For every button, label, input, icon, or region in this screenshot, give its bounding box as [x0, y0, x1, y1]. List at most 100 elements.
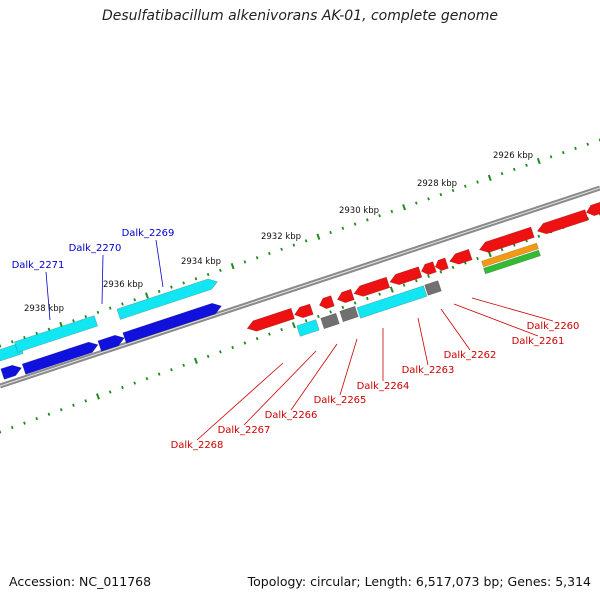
outer-tick-mark [72, 319, 75, 323]
backbone-highlight [0, 187, 600, 387]
outer-tick-mark [35, 331, 39, 336]
outer-tick-mark [182, 281, 185, 285]
reverse-leader-line [339, 338, 358, 396]
outer-tick-mark [353, 222, 357, 226]
inner-tick-mark [84, 399, 88, 403]
inner-tick-mark [402, 283, 406, 287]
outer-tick-mark [280, 247, 283, 251]
feature-labels: 2926 kbp 2928 kbp 2930 kbp 2932 kbp 2934 kbp… [12, 151, 580, 451]
gene-cyan [356, 285, 428, 319]
gene-reverse [246, 307, 295, 332]
scale-label: 2926 kbp [493, 151, 533, 161]
genome-backbone [0, 185, 600, 389]
accession-text: Accession: NC_011768 [9, 574, 152, 589]
reverse-gene-label: Dalk_2265 [314, 395, 367, 406]
reverse-leader-line [196, 362, 284, 441]
gene-reverse [434, 257, 449, 271]
gene-forward [122, 302, 222, 344]
outer-tick-mark [512, 167, 516, 172]
reverse-gene-label: Dalk_2260 [527, 321, 580, 332]
inner-tick-mark [389, 286, 394, 293]
gene-reverse [336, 288, 355, 304]
inner-tick-mark [157, 372, 161, 376]
outer-tick-mark [316, 233, 321, 240]
forward-leader-line [101, 254, 104, 305]
gene-cyan [296, 319, 320, 337]
inner-tick-mark [451, 265, 455, 270]
outer-tick-mark [121, 302, 124, 306]
outer-tick-mark [23, 335, 26, 340]
scale-label: 2938 kbp [24, 304, 64, 314]
outer-tick-mark [439, 193, 443, 197]
outer-tick-mark [476, 180, 479, 184]
gene-reverse [420, 261, 437, 276]
inner-tick-mark [255, 336, 259, 341]
inner-tick-mark [108, 390, 112, 394]
inner-tick-mark [537, 234, 541, 238]
outer-tick-mark [341, 226, 345, 230]
outer-tick-mark [500, 172, 504, 176]
outer-tick-mark [574, 146, 577, 151]
inner-tick-mark [280, 328, 283, 332]
inner-tick-mark [72, 403, 75, 407]
reverse-gene-label: Dalk_2262 [444, 350, 497, 361]
inner-tick-mark [219, 350, 222, 354]
reverse-leader-line [471, 297, 554, 322]
inner-tick-mark [243, 341, 247, 345]
outer-tick-mark [255, 256, 259, 260]
scale-label: 2928 kbp [417, 179, 457, 189]
outer-tick-mark [561, 150, 565, 155]
inner-tick-mark [366, 296, 369, 301]
gene-forward [21, 341, 99, 375]
gene-reverse [389, 266, 423, 286]
outer-tick-mark [133, 298, 136, 302]
outer-tick-mark [84, 314, 88, 319]
inner-tick-mark [329, 310, 332, 314]
reverse-gene-label: Dalk_2263 [402, 365, 455, 376]
outer-tick-mark [243, 260, 247, 264]
outer-tick-mark [549, 155, 553, 159]
gene-gray [320, 312, 340, 330]
inner-tick-mark [170, 368, 173, 372]
outer-tick-mark [206, 272, 210, 277]
reverse-leader-line [290, 343, 338, 411]
forward-gene-label: Dalk_2269 [122, 228, 175, 239]
reverse-leader-line [243, 350, 317, 426]
scale-label: 2936 kbp [103, 280, 143, 290]
outer-tick-mark [402, 204, 407, 211]
inner-tick-mark [182, 363, 185, 367]
inner-tick-mark [23, 421, 26, 425]
outer-tick-mark [464, 184, 467, 188]
inner-tick-mark [95, 393, 100, 400]
outer-tick-mark [427, 197, 430, 201]
inner-tick-mark [193, 357, 198, 364]
gene-features [0, 201, 600, 380]
reverse-gene-label: Dalk_2266 [265, 410, 318, 421]
outer-tick-mark [378, 214, 381, 218]
outer-tick-mark [536, 157, 541, 165]
reverse-gene-label: Dalk_2267 [218, 425, 271, 436]
forward-leader-line [155, 239, 164, 288]
inner-tick-mark [439, 270, 443, 274]
inner-tick-mark [353, 301, 357, 305]
outer-tick-mark [170, 285, 173, 289]
inner-tick-mark [341, 305, 345, 310]
reverse-leader-line [417, 317, 429, 366]
scale-label: 2932 kbp [261, 232, 301, 242]
inner-tick-mark [378, 292, 381, 296]
gene-forward [0, 364, 23, 380]
outer-tick-mark [586, 142, 590, 146]
gene-green [483, 249, 541, 275]
gene-reverse [294, 303, 314, 319]
inner-tick-mark [317, 314, 320, 318]
gene-reverse [318, 295, 335, 310]
forward-gene-label: Dalk_2271 [12, 260, 65, 271]
outer-tick-mark [525, 163, 528, 167]
genome-summary-text: Topology: circular; Length: 6,517,073 bp… [247, 574, 591, 589]
forward-gene-label: Dalk_2270 [69, 243, 122, 254]
gene-reverse [478, 226, 535, 253]
outer-tick-mark [10, 340, 14, 344]
inner-tick-mark [415, 279, 418, 283]
label-leader-lines [45, 239, 554, 441]
outer-tick-mark [47, 327, 51, 331]
